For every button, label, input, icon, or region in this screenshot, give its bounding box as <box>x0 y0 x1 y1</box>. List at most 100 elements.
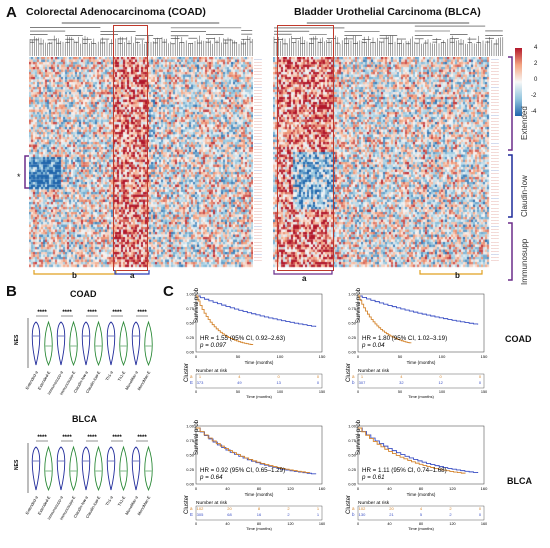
svg-text:4: 4 <box>238 374 241 379</box>
violin-shape <box>44 445 53 492</box>
blca-bottom-brackets <box>273 270 483 275</box>
svg-text:20: 20 <box>227 506 232 511</box>
violin-shape <box>44 320 53 367</box>
svg-text:Th1-E: Th1-E <box>117 370 127 382</box>
blca-heatmap <box>273 57 490 269</box>
svg-text:32: 32 <box>399 380 404 385</box>
svg-text:80: 80 <box>257 522 261 526</box>
svg-text:80: 80 <box>419 522 423 526</box>
svg-text:Time (months): Time (months) <box>407 492 436 497</box>
svg-text:150: 150 <box>481 390 487 394</box>
svg-text:2: 2 <box>287 512 290 517</box>
violin-shape <box>56 321 66 366</box>
coad-left-bracket <box>24 155 29 189</box>
panel-label-c: C <box>163 283 174 300</box>
svg-text:0.75: 0.75 <box>348 306 357 311</box>
svg-text:Th1-a: Th1-a <box>104 494 114 506</box>
svg-text:100: 100 <box>277 354 284 359</box>
svg-text:Number at risk: Number at risk <box>358 500 390 506</box>
blca-heatmap-title: Bladder Urothelial Carcinoma (BLCA) <box>294 6 481 18</box>
svg-text:80: 80 <box>419 486 424 491</box>
svg-text:1.00: 1.00 <box>348 292 357 297</box>
svg-text:49: 49 <box>237 380 242 385</box>
svg-text:40: 40 <box>225 522 229 526</box>
svg-text:4: 4 <box>400 374 403 379</box>
svg-text:40: 40 <box>225 486 230 491</box>
svg-text:100: 100 <box>277 390 283 394</box>
svg-text:0: 0 <box>479 374 482 379</box>
svg-text:p = 0.097: p = 0.097 <box>199 342 227 349</box>
svg-text:307: 307 <box>359 380 366 385</box>
colorbar-tick-1: 2 <box>534 61 538 67</box>
coad-heatmap-title: Colorectal Adenocarcinoma (COAD) <box>26 6 206 18</box>
svg-text:****: **** <box>112 435 122 441</box>
svg-text:a: a <box>352 374 355 379</box>
colorbar-tick-2: 0 <box>534 77 538 83</box>
svg-text:2: 2 <box>449 512 452 517</box>
svg-text:0.25: 0.25 <box>348 467 357 472</box>
coad-dendrogram <box>29 22 253 56</box>
panel-label-a: A <box>6 4 17 21</box>
violin-shape <box>94 445 103 492</box>
svg-text:****: **** <box>62 435 72 441</box>
svg-text:1.00: 1.00 <box>186 292 195 297</box>
svg-text:****: **** <box>137 310 147 316</box>
svg-text:0.25: 0.25 <box>348 335 357 340</box>
svg-text:****: **** <box>62 310 72 316</box>
svg-text:120: 120 <box>287 522 293 526</box>
violin-shape <box>81 321 91 366</box>
km-row-label-blca: BLCA <box>507 476 532 486</box>
violin-shape <box>119 320 128 367</box>
violin-shape <box>144 320 153 367</box>
violin-blca-title: BLCA <box>72 414 97 424</box>
svg-text:Th1-E: Th1-E <box>117 495 127 507</box>
svg-text:****: **** <box>87 310 97 316</box>
svg-text:305: 305 <box>197 512 204 517</box>
colorbar-tick-4: -4 <box>531 109 537 115</box>
svg-text:100: 100 <box>439 390 445 394</box>
coad-cluster-a-box <box>113 25 148 271</box>
svg-text:13: 13 <box>276 380 281 385</box>
svg-text:p = 0.04: p = 0.04 <box>361 342 385 349</box>
svg-text:8: 8 <box>258 506 261 511</box>
blca-dendrogram <box>273 22 504 56</box>
blca-cluster-a-box <box>277 25 334 271</box>
violin-shape <box>131 321 141 366</box>
svg-text:0: 0 <box>357 354 360 359</box>
blca-cluster-b-label: b <box>455 271 460 280</box>
svg-text:0: 0 <box>195 486 198 491</box>
svg-text:120: 120 <box>449 522 455 526</box>
violin-shape <box>106 446 116 491</box>
svg-text:HR = 1.11 (95% CI, 0.74–1.68): HR = 1.11 (95% CI, 0.74–1.68) <box>362 467 447 474</box>
svg-text:****: **** <box>112 310 122 316</box>
svg-text:130: 130 <box>359 512 366 517</box>
svg-text:NES: NES <box>14 459 20 470</box>
svg-text:120: 120 <box>287 486 294 491</box>
svg-text:1.00: 1.00 <box>348 424 357 429</box>
svg-text:150: 150 <box>481 354 488 359</box>
violin-shape <box>94 320 103 367</box>
svg-text:Time (months): Time (months) <box>245 360 274 365</box>
svg-text:****: **** <box>137 435 147 441</box>
svg-text:0.50: 0.50 <box>348 321 357 326</box>
svg-text:21: 21 <box>389 512 394 517</box>
svg-text:E: E <box>190 380 193 385</box>
colorbar-tick-3: -2 <box>531 93 537 99</box>
side-group-brackets <box>508 56 513 281</box>
svg-text:0.50: 0.50 <box>186 321 195 326</box>
svg-text:50: 50 <box>236 390 240 394</box>
svg-text:0: 0 <box>479 380 482 385</box>
svg-text:2: 2 <box>449 506 452 511</box>
group-label-extended: Extended <box>520 106 529 140</box>
violin-shape <box>119 445 128 492</box>
group-label-immunosupp: Immunosupp <box>520 238 529 285</box>
svg-text:Time (months): Time (months) <box>246 526 272 531</box>
svg-text:1: 1 <box>199 374 202 379</box>
svg-text:Number at risk: Number at risk <box>196 368 228 374</box>
svg-text:Survival probability: Survival probability <box>194 288 200 323</box>
svg-text:2: 2 <box>287 506 290 511</box>
svg-text:HR = 0.92 (95% CI, 0.65–1.29): HR = 0.92 (95% CI, 0.65–1.29) <box>200 467 285 474</box>
